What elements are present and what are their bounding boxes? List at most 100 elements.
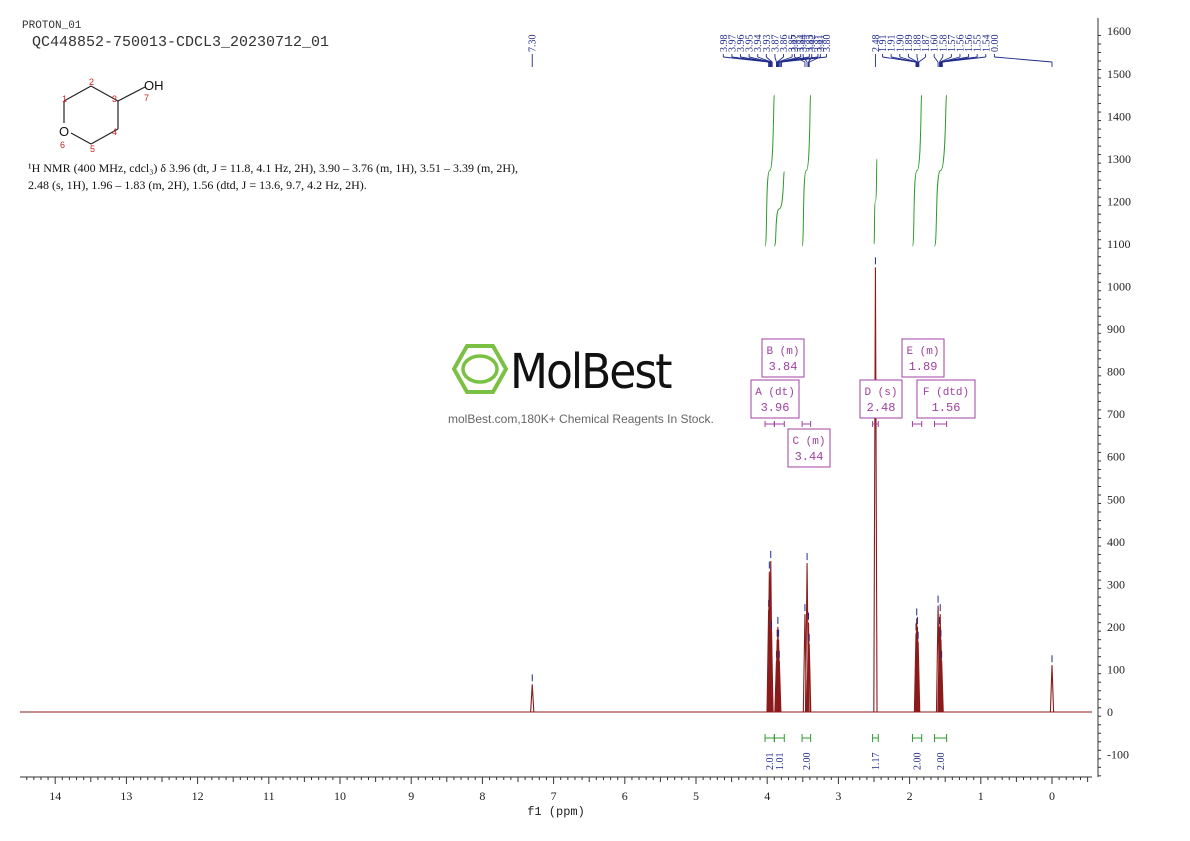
multiplet-label: B (m) <box>766 346 799 358</box>
spectrum-peak <box>915 641 921 713</box>
peak-label-connector <box>809 56 821 63</box>
peak-shift-label: 3.96 <box>736 35 747 53</box>
multiplet-shift: 1.56 <box>932 401 961 415</box>
x-tick-label: 6 <box>622 789 628 803</box>
spectrum-peak <box>873 267 878 713</box>
peak-shift-label: 3.84 <box>796 35 807 53</box>
y-tick-label: 1600 <box>1107 24 1131 38</box>
peak-label-connector <box>940 56 952 63</box>
y-tick-label: 700 <box>1107 407 1125 421</box>
y-tick-label: 1500 <box>1107 67 1131 81</box>
multiplet-box <box>761 338 805 378</box>
x-tick-label: 1 <box>978 789 984 803</box>
multiplet-label: F (dtd) <box>923 387 969 399</box>
peak-shift-label: 1.91 <box>878 35 889 53</box>
integral-value: 2.00 <box>936 753 947 771</box>
multiplet-shift: 2.48 <box>867 401 896 415</box>
peak-shift-label: 3.93 <box>762 35 773 53</box>
x-tick-label: 10 <box>334 789 346 803</box>
peak-label-connector <box>776 56 784 63</box>
y-tick-label: 0 <box>1107 705 1113 719</box>
sample-id: QC448852-750013-CDCL3_20230712_01 <box>32 34 330 51</box>
peak-label-connector <box>994 56 1053 63</box>
peak-shift-label: 3.97 <box>727 35 738 53</box>
peak-shift-label: 2.48 <box>871 35 882 53</box>
peak-shift-label: 1.90 <box>895 35 906 53</box>
integral-curve <box>934 94 948 247</box>
peak-shift-label: 3.80 <box>822 35 833 53</box>
y-tick-label: 1100 <box>1107 237 1131 251</box>
x-axis-title: f1 (ppm) <box>527 805 585 819</box>
integral-curve <box>911 94 923 247</box>
x-tick-label: 4 <box>764 789 770 803</box>
peak-shift-label: 1.55 <box>973 35 984 53</box>
peak-shift-label: 3.42 <box>807 35 818 53</box>
brand-name: MolBest <box>510 344 673 401</box>
peak-shift-label: 1.57 <box>947 35 958 53</box>
integral-curve <box>764 94 775 247</box>
atom-number: 3 <box>112 94 117 104</box>
ring-oxygen-label: O <box>59 124 69 139</box>
x-tick-label: 12 <box>192 789 204 803</box>
peak-shift-label: 3.98 <box>719 35 730 53</box>
peak-shift-label: 3.94 <box>753 35 764 53</box>
peak-shift-label: 1.87 <box>921 35 932 53</box>
atom-number: 7 <box>144 93 149 103</box>
integral-value: 2.01 <box>765 753 776 771</box>
hydroxyl-label: OH <box>144 78 164 93</box>
peak-label-connector <box>749 56 771 63</box>
y-tick-label: 600 <box>1107 450 1125 464</box>
peak-label-connector <box>933 56 939 63</box>
x-tick-label: 3 <box>835 789 841 803</box>
multiplet-label: D (s) <box>864 387 897 399</box>
integral-curve <box>773 171 785 247</box>
multiplet-shift: 1.89 <box>909 360 938 374</box>
peak-label-connector <box>808 56 813 63</box>
y-tick-label: 1200 <box>1107 194 1131 208</box>
multiplet-shift: 3.44 <box>795 450 824 464</box>
peak-shift-label: 3.83 <box>805 35 816 53</box>
integral-curve <box>801 94 812 247</box>
peak-label-connector <box>939 56 944 63</box>
multiplet-box <box>787 428 831 468</box>
peak-label-connector <box>757 56 772 63</box>
peak-shift-label: 7.30 <box>528 35 539 53</box>
peak-label-connector <box>899 56 917 63</box>
x-tick-label: 13 <box>120 789 132 803</box>
atom-number: 2 <box>89 77 94 87</box>
integral-value: 1.17 <box>871 753 882 771</box>
atom-number: 1 <box>62 94 67 104</box>
peak-label-connector <box>891 56 917 63</box>
experiment-name: PROTON_01 <box>22 20 82 32</box>
spectrum-peak <box>1049 665 1055 713</box>
nmr-description-line: ¹H NMR (400 MHz, cdcl₃) δ 3.96 (dt, J = … <box>28 161 519 175</box>
peak-label-connector <box>908 56 918 63</box>
x-tick-label: 11 <box>263 789 275 803</box>
multiplet-box <box>859 379 903 419</box>
peak-label-connector <box>774 56 777 63</box>
spectrum-peak <box>769 631 774 713</box>
peak-shift-label: 3.44 <box>799 35 810 53</box>
multiplet-label: C (m) <box>792 436 825 448</box>
nmr-description-line: 2.48 (s, 1H), 1.96 – 1.83 (m, 2H), 1.56 … <box>28 178 367 192</box>
integral-curve <box>873 158 878 245</box>
multiplet-box <box>901 338 945 378</box>
y-tick-label: 500 <box>1107 492 1125 506</box>
peak-shift-label: 1.56 <box>964 35 975 53</box>
y-tick-label: 400 <box>1107 535 1125 549</box>
integral-value: 2.00 <box>802 753 813 771</box>
y-tick-label: 1000 <box>1107 280 1131 294</box>
multiplet-box <box>750 379 800 419</box>
x-tick-label: 8 <box>479 789 485 803</box>
brand-tagline: molBest.com,180K+ Chemical Reagents In S… <box>448 412 714 426</box>
multiplet-shift: 3.96 <box>761 401 790 415</box>
peak-shift-label: 1.88 <box>912 35 923 53</box>
spectrum-peak <box>777 660 782 713</box>
peak-label-connector <box>802 56 808 63</box>
y-tick-label: -100 <box>1107 748 1129 762</box>
peak-shift-label: 3.81 <box>813 35 824 53</box>
peak-label-connector <box>942 56 986 63</box>
peak-shift-label: 1.91 <box>887 35 898 53</box>
atom-number: 6 <box>60 140 65 150</box>
